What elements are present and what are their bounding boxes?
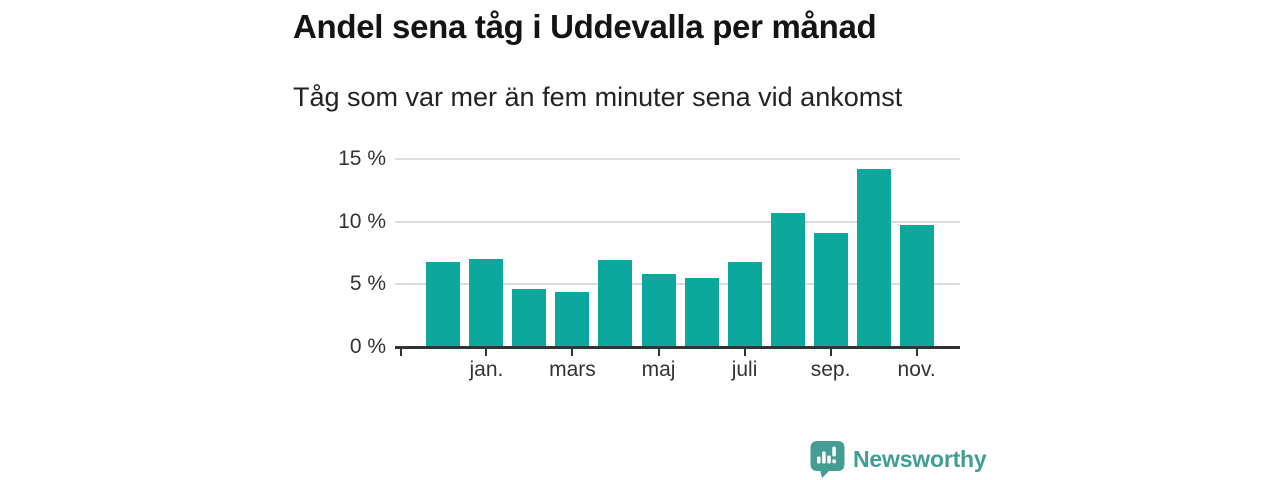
bar-feb <box>512 289 547 347</box>
newsworthy-logo-text: Newsworthy <box>853 446 987 472</box>
x-axis-tick-mars <box>571 348 574 356</box>
x-axis-label-mars: mars <box>549 358 596 381</box>
y-axis-label: 15 % <box>338 146 386 170</box>
chart-subtitle: Tåg som var mer än fem minuter sena vid … <box>293 82 903 112</box>
x-axis-tick-juli <box>743 348 746 356</box>
gridline-5-percent <box>395 283 960 286</box>
x-axis-tick-maj <box>657 348 660 356</box>
y-axis-label: 0 % <box>349 335 386 358</box>
bar-mars <box>555 291 590 347</box>
bar-aug <box>770 212 805 347</box>
x-axis-label-jan: jan. <box>469 358 504 381</box>
gridline-10-percent <box>395 220 960 223</box>
bar-maj <box>641 274 676 347</box>
x-axis-origin-tick <box>400 348 402 356</box>
bar-chart-speech-bubble-icon <box>810 441 845 478</box>
x-axis-label-maj: maj <box>641 358 676 381</box>
x-axis-tick-nov <box>915 348 918 356</box>
bar-nov <box>899 225 934 347</box>
y-axis-label: 5 % <box>349 272 386 296</box>
gridline-15-percent <box>395 157 960 160</box>
bar-juni <box>684 277 719 347</box>
x-axis-tick-jan <box>485 348 488 356</box>
bar-okt <box>856 168 891 347</box>
bar-sep <box>813 232 848 347</box>
x-axis-label-nov: nov. <box>897 358 936 381</box>
x-axis-line <box>395 345 960 349</box>
bar-apr <box>598 260 633 347</box>
x-axis-label-juli: juli <box>731 358 758 381</box>
x-axis-tick-sep <box>829 348 832 356</box>
chart-title: Andel sena tåg i Uddevalla per månad <box>293 8 877 45</box>
x-axis-label-sep: sep. <box>810 358 851 381</box>
bar-dec <box>426 261 461 347</box>
newsworthy-logo: Newsworthy <box>810 441 987 478</box>
bar-jan <box>469 259 504 347</box>
y-axis-label: 10 % <box>338 209 386 233</box>
bar-juli <box>727 261 762 347</box>
